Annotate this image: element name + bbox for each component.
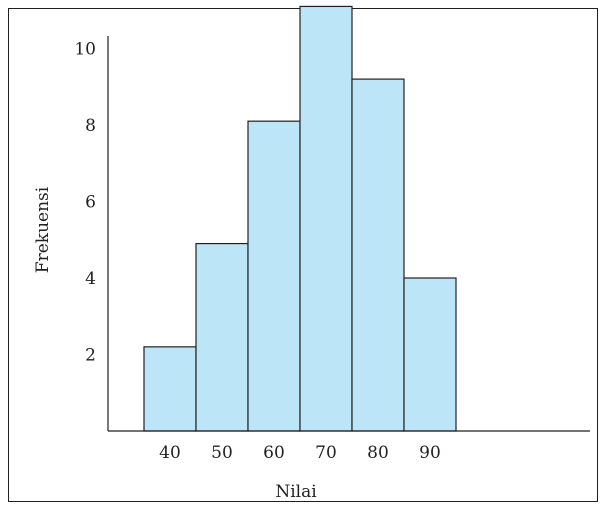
x-tick-label: 90 (419, 443, 441, 463)
bar-50 (195, 242, 249, 432)
bar-70 (299, 5, 353, 432)
bars-group (143, 5, 457, 432)
x-tick-labels: 40 50 60 70 80 90 (159, 443, 441, 463)
y-tick-label: 4 (85, 269, 96, 289)
x-tick-label: 40 (159, 443, 181, 463)
x-tick-label: 50 (211, 443, 233, 463)
bar-80 (351, 78, 405, 432)
y-axis-label: Frekuensi (33, 186, 53, 273)
x-axis-label: Nilai (275, 482, 317, 502)
x-tick-label: 70 (315, 443, 337, 463)
y-tick-labels: 2 4 6 8 10 (74, 40, 96, 366)
bar-90 (403, 277, 457, 432)
x-tick-label: 80 (367, 443, 389, 463)
x-tick-label: 60 (263, 443, 285, 463)
bar-60 (247, 120, 301, 432)
y-tick-label: 6 (85, 193, 96, 213)
bar-40 (143, 346, 197, 432)
y-tick-label: 2 (85, 346, 96, 366)
y-tick-label: 10 (74, 40, 96, 60)
y-tick-label: 8 (85, 116, 96, 136)
